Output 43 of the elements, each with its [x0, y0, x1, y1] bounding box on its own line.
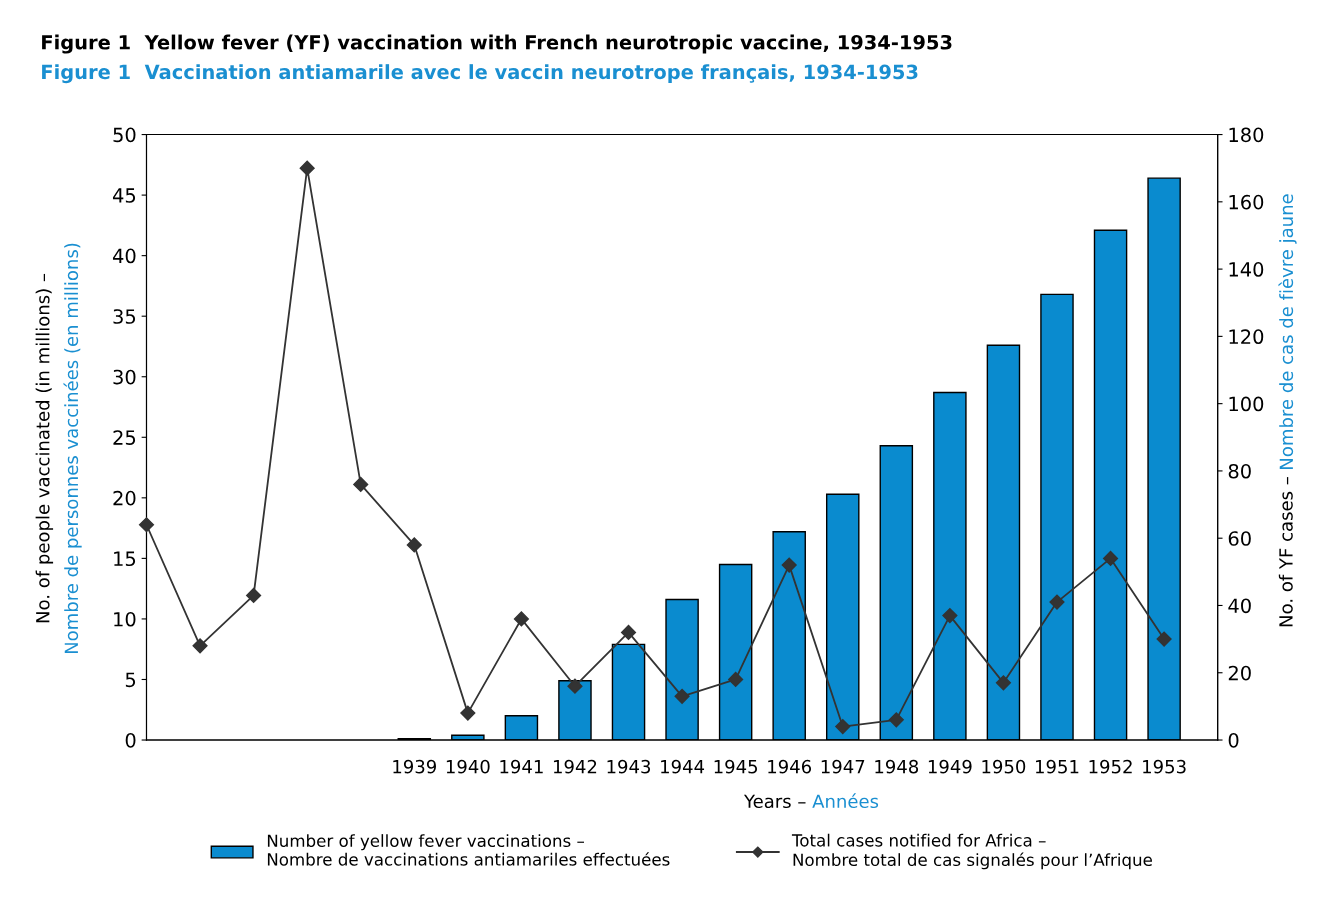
- y-tick-label: 0: [125, 732, 136, 748]
- y2-tick-label: 40: [1228, 598, 1251, 614]
- x-tick-label: 1951: [1036, 759, 1079, 774]
- x-tick-label: 1952: [1089, 759, 1132, 774]
- x-tick-label: 1940: [446, 759, 490, 774]
- x-tick-label: 1948: [875, 759, 919, 774]
- x-tick-label: 1943: [607, 759, 651, 774]
- y-tick-label: 40: [112, 248, 136, 264]
- x-tick-label: 1947: [821, 759, 865, 774]
- y2-tick-label: 60: [1228, 531, 1251, 546]
- x-tick-label: 1949: [928, 759, 972, 774]
- y2-tick-label: 180: [1229, 127, 1264, 143]
- y2-tick-label: 120: [1229, 329, 1264, 345]
- x-tick-label: 1944: [661, 759, 705, 774]
- y-axis-title: No. of people vaccinated (in millions) – Nombre de personnes vaccinées (en millions): [35, 243, 82, 654]
- y-tick-label: 45: [112, 188, 136, 203]
- x-tick-label: 1950: [982, 759, 1026, 774]
- y-tick-label: 10: [114, 611, 136, 627]
- x-tick-label: 1946: [768, 759, 812, 774]
- x-tick-label: 1939: [393, 759, 436, 774]
- x-tick-label: 1941: [500, 759, 543, 774]
- chart-title: Figure 1 Yellow fever (YF) vaccination with French neurotropic vaccine, 1934-1953: [42, 34, 952, 54]
- x-axis-title: Years – Années: [743, 793, 879, 809]
- y2-tick-label: 20: [1228, 665, 1251, 681]
- y2-tick-label: 140: [1229, 262, 1264, 277]
- y2-tick-label: 100: [1229, 396, 1264, 412]
- x-tick-label: 1953: [1143, 759, 1186, 774]
- x-tick-label: 1942: [553, 759, 597, 774]
- y-tick-label: 35: [113, 309, 136, 324]
- y-tick-label: 25: [113, 430, 136, 445]
- y-tick-label: 30: [113, 369, 136, 385]
- legend-label: Total cases notified for Africa – Nombre total de cas signalés pour l’Afrique: [791, 833, 1152, 870]
- legend-label: Number of yellow fever vaccinations – Nombre de vaccinations antiamariles effectuées: [267, 834, 670, 866]
- y-tick-label: 20: [113, 490, 136, 506]
- y2-tick-label: 0: [1228, 732, 1239, 748]
- x-tick-label: 1945: [714, 759, 758, 774]
- y-tick-label: 15: [114, 551, 136, 567]
- chart-subtitle: Figure 1 Vaccination antiamarile avec le vaccin neurotrope français, 1934-1953: [42, 64, 918, 84]
- y-tick-label: 50: [113, 127, 136, 143]
- y2-tick-label: 80: [1228, 463, 1251, 479]
- y2-tick-label: 160: [1229, 194, 1264, 210]
- y-tick-label: 5: [125, 672, 136, 688]
- y2-axis-title: No. of YF cases – Nombre de cas de fièvre jaune: [1278, 194, 1297, 627]
